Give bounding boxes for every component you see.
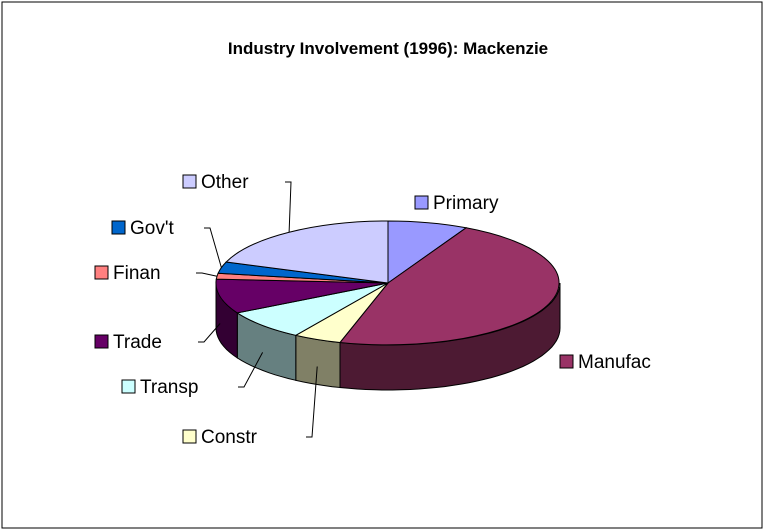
leader-line (196, 272, 218, 277)
label-key (559, 354, 574, 369)
label-key (182, 429, 197, 444)
slice-label: Finan (113, 263, 161, 284)
leader-line (198, 323, 221, 343)
label-key (121, 379, 136, 394)
slice-label: Trade (113, 332, 162, 353)
pie-side (295, 334, 341, 389)
chart-title: Industry Involvement (1996): Mackenzie (228, 39, 548, 58)
label-key (94, 334, 109, 349)
pie-slice (339, 227, 560, 346)
pie-slice (215, 278, 389, 314)
label-key (182, 174, 197, 189)
leader-line (306, 366, 318, 438)
label-key (414, 195, 429, 210)
slice-label: Constr (201, 427, 258, 448)
slice-label: Manufac (578, 352, 651, 373)
slice-label: Transp (140, 377, 198, 398)
leader-line (204, 227, 222, 268)
leader-line (285, 181, 292, 233)
label-key (94, 265, 109, 280)
slice-label: Gov't (130, 218, 174, 239)
leader-line (238, 352, 264, 388)
label-key (111, 220, 126, 235)
slice-label: Primary (433, 193, 499, 214)
slice-label: Other (201, 172, 249, 193)
